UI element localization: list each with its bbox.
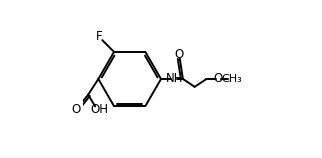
Text: NH: NH <box>166 72 183 85</box>
Text: F: F <box>96 30 103 43</box>
Text: O: O <box>175 48 184 61</box>
Text: CH₃: CH₃ <box>222 74 242 84</box>
Text: O: O <box>214 72 223 85</box>
Text: OH: OH <box>90 103 108 116</box>
Text: O: O <box>72 103 81 115</box>
